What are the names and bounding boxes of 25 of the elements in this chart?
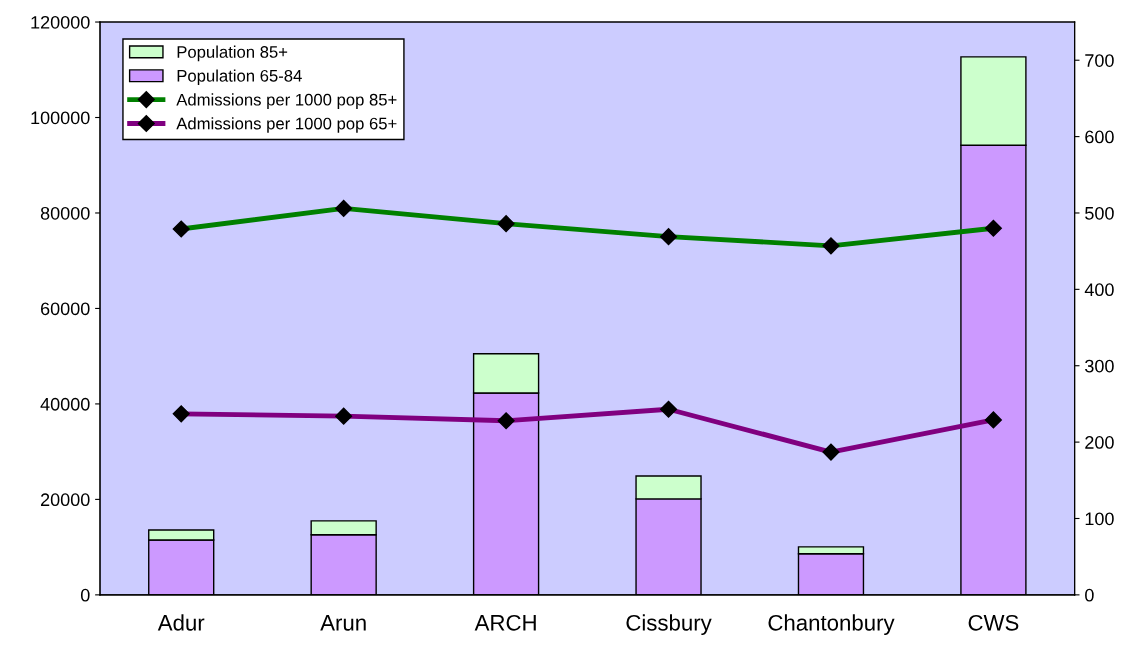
legend-label: Population 65-84: [177, 69, 302, 86]
y2-tick-label: 200: [1085, 436, 1114, 449]
y2-tick-label: 600: [1085, 130, 1114, 144]
y2-tick-label: 400: [1084, 283, 1114, 297]
y2-tick-label: 300: [1085, 359, 1114, 373]
x-tick-label: Arun: [320, 615, 366, 631]
y-tick-label: 40000: [40, 397, 90, 411]
y2-tick-label: 500: [1085, 206, 1114, 220]
x-tick-label: Adur: [157, 614, 205, 631]
legend-label: Admissions per 1000 pop 85+: [176, 93, 397, 109]
y2-tick-label: 100: [1085, 512, 1114, 526]
x-tick-label: CWS: [968, 614, 1019, 631]
x-tick-label: Chantonbury: [768, 614, 895, 636]
x-tick-label: ARCH: [474, 614, 536, 631]
y-tick-label: 20000: [40, 493, 90, 507]
y2-tick-label: 0: [1085, 588, 1094, 602]
y-tick-label: 100000: [31, 111, 90, 125]
legend-label: Admissions per 1000 pop 65+: [176, 117, 397, 133]
y-tick-label: 60000: [41, 302, 90, 316]
y2-tick-label: 700: [1085, 54, 1114, 67]
x-tick-label: Cissbury: [626, 614, 712, 636]
y-tick-label: 80000: [40, 206, 90, 220]
y-tick-label: 0: [80, 588, 90, 602]
legend-label: Population 85+: [177, 45, 288, 62]
y-tick-label: 120000: [31, 15, 90, 29]
